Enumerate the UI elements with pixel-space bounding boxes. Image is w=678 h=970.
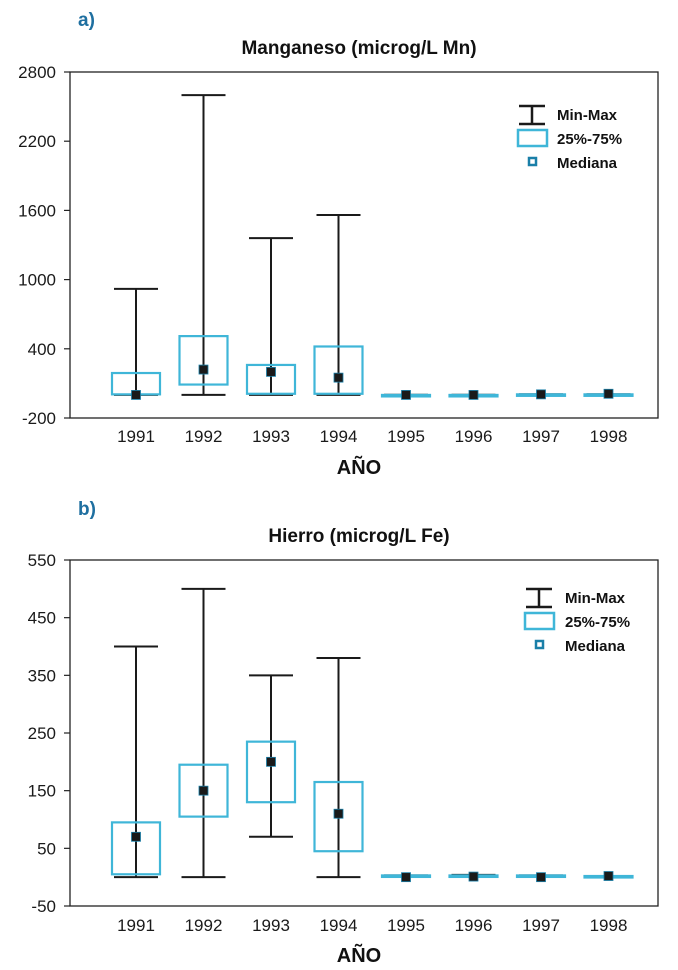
panel-b-legend-median-icon bbox=[534, 639, 545, 650]
panel-a-iqr-box bbox=[313, 345, 364, 395]
panel-b-marks: -50 50 150 250 350 450 550 1991 1992 1993 1994 1995… bbox=[28, 551, 634, 935]
panel-a-title: Manganeso (microg/L Mn) bbox=[241, 38, 476, 59]
panel-b-median-marker bbox=[333, 808, 344, 819]
panel-a-ytick-label: 2800 bbox=[18, 63, 56, 82]
panel-b-median-marker bbox=[468, 871, 479, 882]
panel-b: b) Hierro (microg/L Fe) AÑO Min-Max 25%-… bbox=[28, 499, 659, 967]
panel-a-median-marker bbox=[266, 366, 276, 377]
panel-a-median-marker bbox=[198, 364, 209, 375]
panel-b-xtick-label: 1993 bbox=[252, 916, 290, 935]
panel-a-ytick-label: 2200 bbox=[18, 132, 56, 151]
panel-b-ytick-label: 450 bbox=[28, 609, 56, 628]
panel-b-median-marker bbox=[603, 871, 614, 881]
panel-b-legend-iqr-label: 25%-75% bbox=[565, 614, 630, 631]
panel-b-median-marker bbox=[266, 756, 276, 767]
panel-b-iqr-box bbox=[110, 821, 162, 876]
panel-a-marks: -200 400 1000 1600 2200 2800 1991 1992 1993 1994 1… bbox=[18, 63, 634, 446]
panel-b-ytick-label: 50 bbox=[37, 839, 56, 858]
panel-b-iqr-box bbox=[245, 740, 297, 804]
panel-b-title: Hierro (microg/L Fe) bbox=[268, 526, 449, 547]
panel-b-median-marker bbox=[198, 785, 209, 796]
panel-a-legend: Min-Max 25%-75% Mediana bbox=[516, 104, 622, 172]
panel-a-xtick-label: 1996 bbox=[455, 427, 493, 446]
panel-a-xtick-label: 1992 bbox=[185, 427, 223, 446]
panel-a-ytick-label: 400 bbox=[28, 340, 56, 359]
panel-b-legend-minmax-label: Min-Max bbox=[565, 590, 626, 607]
panel-a-xtick-label: 1994 bbox=[320, 427, 358, 446]
panel-a-median-marker bbox=[468, 390, 479, 400]
panel-a-legend-iqr-icon bbox=[516, 128, 549, 148]
panel-b-plot-frame bbox=[69, 559, 659, 907]
panel-b-ytick-label: 150 bbox=[28, 782, 56, 801]
panel-a-xtick-label: 1997 bbox=[522, 427, 560, 446]
panel-a: a) Manganeso (microg/L Mn) AÑO Min-Max 2… bbox=[18, 10, 659, 479]
panel-a-xtick-label: 1998 bbox=[590, 427, 628, 446]
panel-b-xtick-label: 1991 bbox=[117, 916, 155, 935]
panel-b-letter: b) bbox=[78, 499, 96, 520]
panel-a-xtick-label: 1993 bbox=[252, 427, 290, 446]
panel-a-legend-minmax-label: Min-Max bbox=[557, 107, 618, 124]
panel-b-xtick-label: 1997 bbox=[522, 916, 560, 935]
panel-b-ytick-label: -50 bbox=[31, 897, 56, 916]
panel-a-letter: a) bbox=[78, 10, 95, 31]
panel-b-legend-median-label: Mediana bbox=[565, 638, 626, 655]
panel-b-median-marker bbox=[536, 872, 546, 883]
panel-b-ytick-label: 250 bbox=[28, 724, 56, 743]
panel-a-median-marker bbox=[603, 388, 614, 399]
panel-b-xtick-label: 1994 bbox=[320, 916, 358, 935]
panel-a-legend-iqr-label: 25%-75% bbox=[557, 131, 622, 148]
panel-a-xlabel: AÑO bbox=[337, 456, 381, 479]
panel-a-ytick-label: 1600 bbox=[18, 201, 56, 220]
panel-a-xtick-label: 1991 bbox=[117, 427, 155, 446]
panel-b-legend: Min-Max 25%-75% Mediana bbox=[523, 587, 630, 655]
panel-a-ytick-label: 1000 bbox=[18, 271, 56, 290]
panel-a-ytick-label: -200 bbox=[22, 409, 56, 428]
panel-b-xtick-label: 1995 bbox=[387, 916, 425, 935]
panel-b-iqr-box bbox=[178, 763, 229, 818]
panel-a-iqr-box bbox=[178, 335, 229, 386]
panel-b-xlabel: AÑO bbox=[337, 944, 381, 967]
panel-a-median-marker bbox=[333, 372, 344, 383]
panel-a-plot-frame bbox=[69, 71, 659, 419]
panel-b-median-marker bbox=[131, 831, 141, 842]
panel-a-median-marker bbox=[401, 390, 411, 400]
panel-a-iqr-box bbox=[245, 363, 297, 395]
panel-b-legend-minmax-icon bbox=[526, 587, 552, 609]
panel-a-xtick-label: 1995 bbox=[387, 427, 425, 446]
panel-a-legend-median-label: Mediana bbox=[557, 155, 618, 172]
panel-a-median-marker bbox=[131, 390, 141, 400]
panel-a-median-marker bbox=[536, 389, 546, 400]
panel-b-median-marker bbox=[401, 872, 411, 883]
panel-b-iqr-box bbox=[313, 780, 364, 853]
panel-b-xtick-label: 1998 bbox=[590, 916, 628, 935]
panel-b-ytick-label: 550 bbox=[28, 551, 56, 570]
panel-a-legend-minmax-icon bbox=[519, 104, 545, 126]
panel-b-xtick-label: 1992 bbox=[185, 916, 223, 935]
panel-b-ytick-label: 350 bbox=[28, 666, 56, 685]
panel-b-legend-iqr-icon bbox=[523, 611, 556, 631]
panel-a-legend-median-icon bbox=[527, 156, 538, 167]
panel-b-xtick-label: 1996 bbox=[455, 916, 493, 935]
